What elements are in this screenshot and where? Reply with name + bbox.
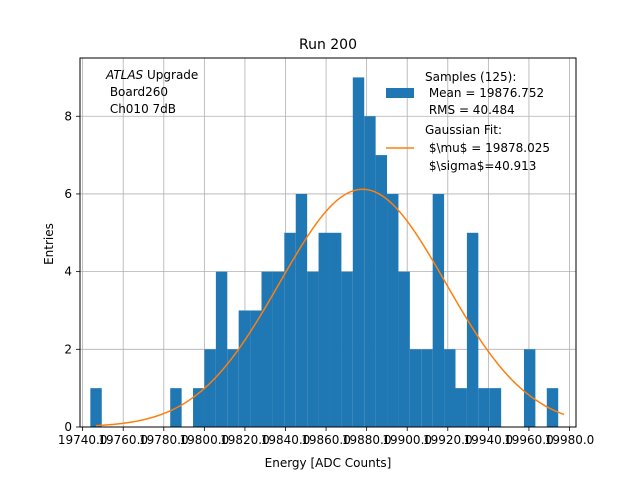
histogram-bar <box>341 271 353 427</box>
y-axis-ticks: 0 2 4 6 8 <box>64 109 80 434</box>
legend: Samples (125): Mean = 19876.752 RMS = 40… <box>386 70 550 173</box>
y-tick-label: 4 <box>64 265 72 279</box>
x-tick-label: 19860.0 <box>301 433 351 447</box>
x-tick-label: 19780.0 <box>139 433 189 447</box>
legend-fit-line2: $\mu$ = 19878.025 <box>425 141 550 155</box>
histogram-bar <box>364 116 376 428</box>
histogram-bar <box>466 232 479 427</box>
annotation-line1: Upgrade <box>143 68 198 82</box>
annotation-line2: Board260 <box>106 85 168 99</box>
histogram-bar <box>307 271 319 427</box>
histogram-bar <box>261 271 273 427</box>
y-tick-label: 2 <box>64 342 72 356</box>
histogram-bar <box>329 232 342 427</box>
histogram-bar <box>375 155 388 427</box>
y-tick-label: 8 <box>64 109 72 123</box>
x-tick-label: 19960.0 <box>504 433 554 447</box>
legend-fit-line3: $\sigma$=40.913 <box>425 159 536 173</box>
experiment-annotation: ATLAS Upgrade Board260 Ch010 7dB <box>105 68 198 116</box>
histogram-bar <box>215 271 228 427</box>
legend-samples-line1: Samples (125): <box>425 70 516 84</box>
histogram-bar <box>489 388 502 427</box>
histogram-bar <box>193 388 205 427</box>
x-tick-label: 19880.0 <box>342 433 392 447</box>
annotation-line3: Ch010 7dB <box>106 102 176 116</box>
y-tick-label: 0 <box>64 420 72 434</box>
histogram-bar <box>478 388 490 427</box>
histogram-bar <box>387 193 399 427</box>
x-tick-label: 19980.0 <box>545 433 595 447</box>
gaussian-fit-line <box>95 188 565 427</box>
histogram-bar <box>409 349 422 427</box>
legend-samples-line2: Mean = 19876.752 <box>425 86 544 100</box>
histogram-bar <box>523 349 536 427</box>
x-tick-label: 19740.0 <box>58 433 108 447</box>
y-axis-label: Entries <box>42 223 56 265</box>
x-tick-label: 19760.0 <box>98 433 148 447</box>
x-tick-label: 19840.0 <box>261 433 311 447</box>
histogram-bar <box>90 388 102 427</box>
histogram-bar <box>444 349 456 427</box>
histogram-bar <box>295 193 308 427</box>
svg-text:ATLAS Upgrade: ATLAS Upgrade <box>105 68 198 82</box>
x-tick-label: 19920.0 <box>423 433 473 447</box>
histogram-bar <box>318 232 330 427</box>
histogram-bar <box>546 388 559 427</box>
histogram-bar <box>421 349 433 427</box>
histogram-bar <box>250 310 262 427</box>
histogram-bar <box>272 271 285 427</box>
plot-area-frame <box>79 57 577 428</box>
histogram-bar <box>432 193 445 427</box>
histogram-bar <box>455 388 467 427</box>
histogram-bar <box>204 349 216 427</box>
annotation-italic: ATLAS <box>105 68 144 82</box>
x-axis-ticks: 19740.019760.019780.019800.019820.019840… <box>58 427 594 447</box>
histogram-bar <box>238 310 251 427</box>
legend-samples-swatch <box>386 88 414 98</box>
histogram-bar <box>284 232 296 427</box>
x-tick-label: 19900.0 <box>382 433 432 447</box>
chart-title: Run 200 <box>299 37 357 53</box>
x-tick-label: 19800.0 <box>180 433 230 447</box>
legend-samples-line3: RMS = 40.484 <box>425 103 515 117</box>
gaussian-fit-curve <box>95 188 565 427</box>
histogram-bar <box>227 349 239 427</box>
histogram-bar <box>352 77 365 427</box>
histogram-bar <box>398 271 410 427</box>
legend-fit-line1: Gaussian Fit: <box>425 123 502 137</box>
y-tick-label: 6 <box>64 187 72 201</box>
x-tick-label: 19820.0 <box>220 433 270 447</box>
x-axis-label: Energy [ADC Counts] <box>265 456 392 470</box>
histogram-bars <box>90 77 559 428</box>
x-tick-label: 19940.0 <box>464 433 514 447</box>
